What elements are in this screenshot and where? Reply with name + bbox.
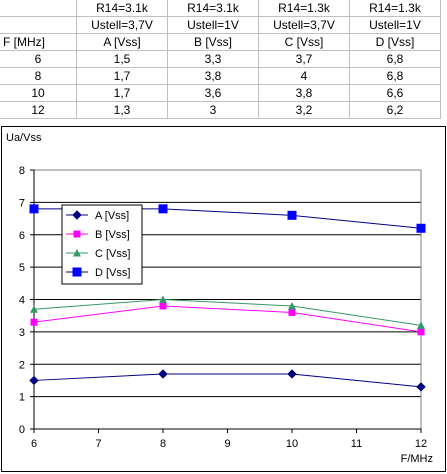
series-3 [30,295,425,329]
data-table: R14=3.1k R14=3.1k R14=1.3k R14=1.3k Uste… [0,0,441,119]
x-tick-label: 10 [286,438,298,450]
table-cell[interactable]: 6 [0,50,77,68]
data-point [158,204,168,214]
column-header-d[interactable]: D [Vss] [349,33,441,51]
table-cell[interactable]: 3,8 [167,67,259,85]
y-tick-label: 4 [19,295,25,307]
table-row: 6 1,5 3,3 3,7 6,8 [0,50,441,68]
series-group [29,204,426,392]
table-cell[interactable]: 4 [258,67,350,85]
legend-label: C [Vss] [95,248,130,260]
x-tick-label: 9 [224,438,230,450]
table-cell[interactable]: 1,3 [76,101,168,119]
series-line [33,373,422,388]
table-cell[interactable]: 3,2 [258,101,350,119]
legend-item: C [Vss] [66,248,130,260]
y-tick-label: 3 [19,327,25,339]
data-point [30,318,38,326]
table-cell[interactable]: 1,7 [76,84,168,102]
table-cell[interactable]: 10 [0,84,77,102]
table-row: 12 1,3 3 3,2 6,2 [0,101,441,119]
data-point [158,369,168,379]
x-tick-label: 12 [415,438,427,450]
table-cell[interactable] [0,16,77,34]
y-tick-label: 7 [19,197,25,209]
table-cell[interactable]: R14=3.1k [167,0,259,17]
y-axis-title: Ua/Vss [6,132,42,144]
table-cell[interactable]: 1,5 [76,50,168,68]
data-point [159,302,167,310]
data-point [30,305,38,313]
legend-label: B [Vss] [95,229,130,241]
table-cell[interactable]: 3,8 [258,84,350,102]
series-line [33,305,422,333]
column-header-b[interactable]: B [Vss] [167,33,259,51]
table-cell[interactable]: 3,3 [167,50,259,68]
x-tick-label: 7 [95,438,101,450]
data-point [416,223,426,233]
y-tick-label: 1 [19,392,25,404]
legend-marker [72,267,82,277]
table-cell[interactable]: 3,6 [167,84,259,102]
legend-label: D [Vss] [95,267,130,279]
table-cell[interactable]: 12 [0,101,77,119]
x-tick-label: 11 [351,438,362,450]
column-header-a[interactable]: A [Vss] [76,33,168,51]
table-cell[interactable]: 1,7 [76,67,168,85]
legend-label: A [Vss] [95,210,129,222]
x-tick-label: 6 [31,438,37,450]
table-cell[interactable]: 6,2 [349,101,441,119]
table-cell[interactable]: 6,8 [349,67,441,85]
data-point [417,321,425,329]
data-point [417,328,425,336]
data-point [288,308,296,316]
table-cell[interactable]: Ustell=1V [349,16,441,34]
legend[interactable]: A [Vss] B [Vss] C [Vss] D [Vss] [61,204,143,285]
data-point [287,369,297,379]
series-1 [29,369,426,392]
table-cell[interactable]: 3 [167,101,259,119]
table-cell[interactable] [0,0,77,17]
table-cell[interactable]: R14=1.3k [349,0,441,17]
data-point [416,382,426,392]
table-cell[interactable]: 6,6 [349,84,441,102]
legend-item: A [Vss] [66,210,129,222]
table-row: 10 1,7 3,6 3,8 6,6 [0,84,441,102]
table-cell[interactable]: R14=1.3k [258,0,350,17]
y-tick-label: 8 [19,165,25,177]
data-point [287,210,297,220]
table-cell[interactable]: R14=3.1k [76,0,168,17]
legend-item: B [Vss] [66,229,130,241]
series-2 [30,302,425,336]
chart-area[interactable]: 0 1 2 3 4 5 6 7 8 6 7 8 9 10 11 12 Ua/Vss F/MHz A [Vss]… [1,126,446,472]
data-point [159,295,167,303]
table-row: 8 1,7 3,8 4 6,8 [0,67,441,85]
column-header-frequency[interactable]: F [MHz] [0,33,77,51]
y-tick-label: 2 [19,359,25,371]
y-tick-label: 5 [19,262,25,274]
table-cell[interactable]: Ustell=3,7V [76,16,168,34]
legend-item: D [Vss] [66,267,130,279]
legend-marker [73,230,81,238]
x-axis-title: F/MHz [401,453,433,465]
table-cell[interactable]: 3,7 [258,50,350,68]
table-cell[interactable]: Ustell=3,7V [258,16,350,34]
series-line [33,298,422,326]
table-cell[interactable]: Ustell=1V [167,16,259,34]
y-tick-label: 6 [19,230,25,242]
data-point [29,204,39,214]
data-point [288,301,296,310]
table-cell[interactable]: 6,8 [349,50,441,68]
y-tick-label: 0 [19,424,25,436]
table-cell[interactable]: 8 [0,67,77,85]
legend-marker [72,210,82,220]
data-point [29,375,39,386]
column-header-c[interactable]: C [Vss] [258,33,350,51]
x-tick-label: 8 [160,438,166,450]
legend-marker [73,249,81,257]
